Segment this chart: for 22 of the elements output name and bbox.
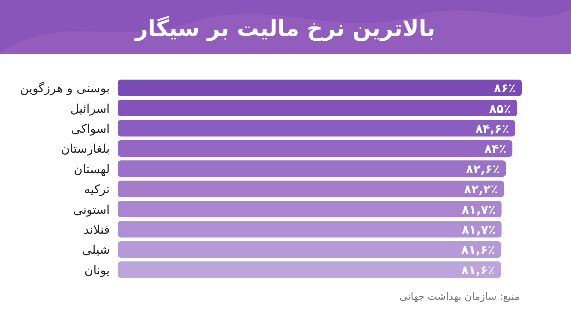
data-label: ۸۱,۷٪ [462, 202, 496, 217]
y-tick-label: فنلاند [84, 223, 110, 237]
y-tick-label: شیلی [82, 243, 110, 258]
y-tick-label: اسواکی [71, 122, 110, 136]
data-label: ۸۶٪ [494, 82, 516, 96]
y-tick-label: لهستان [74, 162, 110, 176]
data-label: ۸۴,۶٪ [476, 122, 510, 136]
y-tick-label: بلغارستان [61, 142, 110, 156]
data-label: ۸۱,۶٪ [461, 263, 496, 278]
y-tick-label: استونی [73, 202, 110, 217]
data-label: ۸۱,۷٪ [462, 223, 496, 237]
text: منبع: سازمان بهداشت جهانی [400, 292, 520, 303]
data-label: ۸۲,۲٪ [464, 182, 498, 197]
y-tick-label: بوسنی و هرزگوین [20, 82, 110, 96]
y-tick-label: ترکیه [84, 182, 110, 197]
y-tick-label: یونان [84, 263, 110, 278]
data-label: ۸۵٪ [489, 102, 512, 116]
chart-title: بالاترین نرخ مالیت بر سیگار [134, 15, 436, 42]
data-label: ۸۲,۶٪ [466, 162, 500, 176]
y-tick-label: اسرائیل [70, 102, 110, 116]
data-label: ۸۱,۶٪ [461, 243, 496, 258]
data-label: ۸۴٪ [484, 142, 507, 156]
